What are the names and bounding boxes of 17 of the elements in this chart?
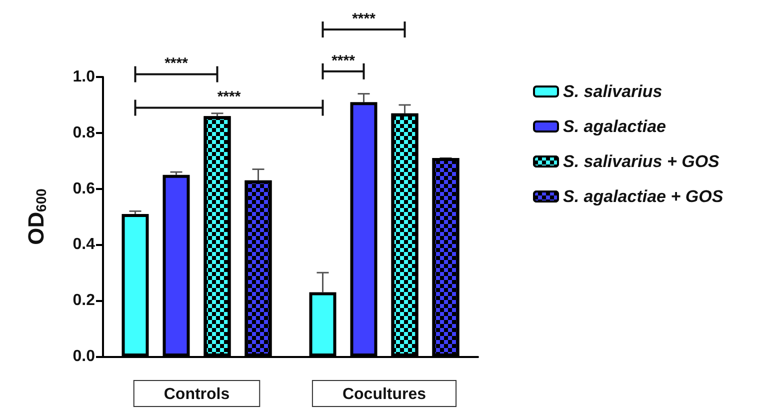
y-tick-label: 0.4 <box>72 236 96 254</box>
y-tick-label: 1.0 <box>72 68 96 86</box>
annotation: **** <box>217 88 241 106</box>
y-tick-label: 0.6 <box>72 180 96 198</box>
y-axis-title: OD600 <box>24 188 49 245</box>
text: **** <box>332 52 356 70</box>
y-tick-label: 0.2 <box>72 292 96 310</box>
x-tick-label: Cocultures <box>342 386 426 403</box>
y-tick-label: 0.0 <box>72 348 96 365</box>
legend-label: S. agalactiae <box>563 117 666 136</box>
text: **** <box>352 10 376 28</box>
legend-label: S. salivarius <box>563 82 662 101</box>
y-tick-label: 0.8 <box>72 124 96 142</box>
legend-label: S. agalactiae + GOS <box>563 187 724 206</box>
x-tick-label: Controls <box>164 386 230 403</box>
text: **** <box>164 55 188 72</box>
legend-label: S. salivarius + GOS <box>563 152 720 171</box>
